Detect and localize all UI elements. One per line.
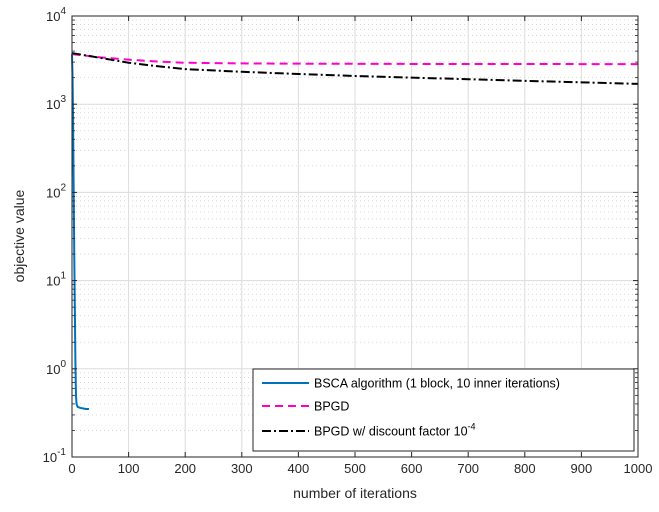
y-tick-label: 102 [46,182,66,200]
x-tick-label: 300 [231,461,253,476]
x-axis-label: number of iterations [293,485,417,501]
legend-box [252,368,635,452]
x-tick-labels: 0 100 200 300 400 500 600 700 800 900 1000 [68,461,652,476]
series-line-bsca [71,54,89,411]
x-tick-label: 600 [401,461,423,476]
x-tick-label: 200 [174,461,196,476]
legend-label-bpgd-discount: BPGD w/ discount factor 10-4 [314,422,476,439]
x-tick-label: 500 [344,461,366,476]
y-tick-label-exponent: -1 [57,447,66,458]
y-tick-label-base: 10 [46,185,60,200]
y-tick-label-base: 10 [46,97,60,112]
x-tick-label: 100 [118,461,140,476]
series-layer [71,52,639,411]
x-tick-label: 900 [571,461,593,476]
legend-label-bpgd: BPGD [314,400,349,414]
legend: BSCA algorithm (1 block, 10 inner iterat… [252,368,635,452]
y-tick-label: 101 [46,271,66,289]
x-tick-label: 400 [288,461,310,476]
y-tick-label-exponent: 2 [60,182,66,193]
y-tick-label-base: 10 [43,450,57,465]
x-tick-label: 1000 [624,461,653,476]
y-tick-label: 10-1 [43,447,67,465]
series-line-bpgd-discount [71,52,639,85]
y-tick-label-exponent: 3 [60,94,66,105]
y-tick-label-base: 10 [46,362,60,377]
y-axis-label: objective value [11,189,27,282]
ticks-layer [71,15,639,458]
x-tick-label: 0 [68,461,75,476]
y-tick-label-exponent: 0 [60,359,66,370]
y-tick-label-base: 10 [46,9,60,24]
y-tick-label-base: 10 [46,274,60,289]
y-tick-label: 100 [46,359,66,377]
x-tick-label: 800 [514,461,536,476]
series-line-bpgd [71,53,638,66]
legend-label-bsca: BSCA algorithm (1 block, 10 inner iterat… [314,377,560,391]
legend-label-bpgd-discount-exponent: -4 [468,422,476,432]
y-tick-label-exponent: 4 [60,6,66,17]
legend-label-bpgd-discount-text: BPGD w/ discount factor 10 [314,425,468,439]
x-tick-label: 700 [457,461,479,476]
y-tick-label: 104 [46,6,66,24]
y-tick-label: 103 [46,94,66,112]
y-tick-label-exponent: 1 [60,271,66,282]
